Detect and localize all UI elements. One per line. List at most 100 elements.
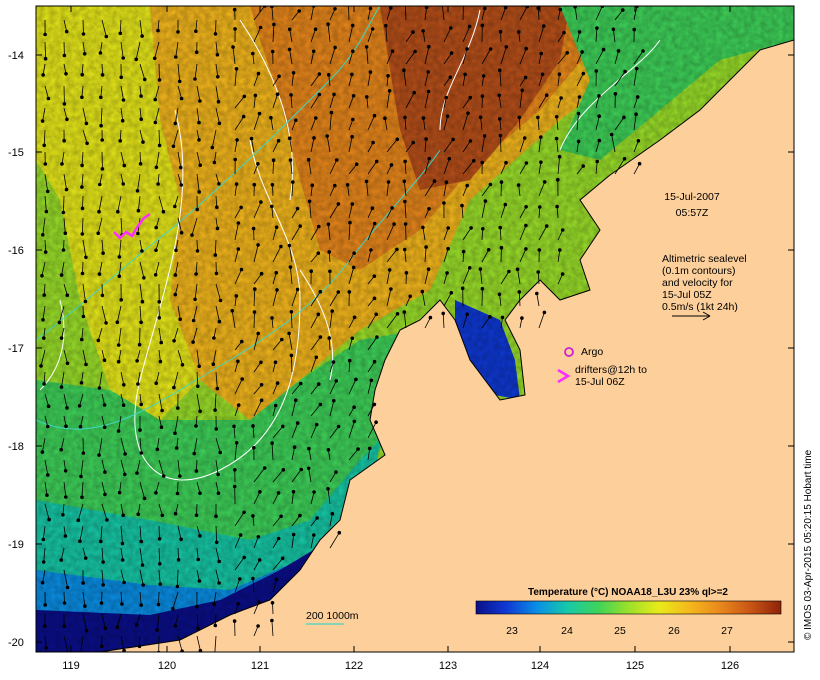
velocity-arrowhead xyxy=(488,314,492,319)
velocity-arrowhead xyxy=(347,1,350,4)
velocity-arrow xyxy=(329,47,336,65)
velocity-arrowhead xyxy=(368,70,373,74)
velocity-arrow xyxy=(595,161,598,175)
lon-tick: 126 xyxy=(721,6,739,672)
lat-label: -20 xyxy=(8,637,24,649)
velocity-arrowhead xyxy=(336,290,341,294)
velocity-arrow xyxy=(63,19,68,32)
velocity-arrowhead xyxy=(560,228,565,232)
velocity-arrowhead xyxy=(297,9,302,13)
velocity-arrowhead xyxy=(442,201,446,205)
velocity-arrow xyxy=(177,305,181,320)
velocity-arrowhead xyxy=(236,359,240,364)
velocity-arrowhead xyxy=(370,206,375,211)
altimetry-line: Altimetric sealevel xyxy=(662,253,747,265)
velocity-arrowhead xyxy=(42,293,46,297)
velocity-arrow xyxy=(139,107,142,120)
velocity-arrowhead xyxy=(272,22,276,27)
velocity-arrowhead xyxy=(270,49,275,54)
velocity-arrow xyxy=(611,134,616,153)
velocity-arrowhead xyxy=(98,51,103,55)
velocity-arrowhead xyxy=(234,67,239,71)
velocity-arrowhead xyxy=(347,290,352,294)
velocity-arrowhead xyxy=(43,56,48,61)
lon-tick: 122 xyxy=(345,6,363,672)
velocity-arrow xyxy=(120,503,124,516)
velocity-arrow xyxy=(82,349,87,365)
velocity-arrow xyxy=(421,291,426,307)
velocity-arrow xyxy=(196,173,200,192)
velocity-arrow xyxy=(139,305,142,323)
velocity-arrow xyxy=(272,246,282,263)
velocity-arrowhead xyxy=(78,539,82,543)
velocity-arrow xyxy=(100,41,103,53)
velocity-arrowhead xyxy=(40,273,44,278)
lat-tick: -15 xyxy=(8,147,794,159)
velocity-arrowhead xyxy=(356,447,360,451)
velocity-arrow xyxy=(614,71,626,87)
velocity-arrowhead xyxy=(196,384,200,389)
velocity-arrowhead xyxy=(252,310,257,314)
velocity-arrow xyxy=(348,51,354,65)
velocity-arrow xyxy=(272,24,275,43)
velocity-arrowhead xyxy=(500,315,505,320)
velocity-arrowhead xyxy=(99,123,103,128)
velocity-arrowhead xyxy=(330,309,335,313)
velocity-arrowhead xyxy=(404,2,407,5)
velocity-arrowhead xyxy=(465,47,469,51)
velocity-arrow xyxy=(367,448,371,461)
velocity-arrow xyxy=(310,117,317,131)
velocity-arrowhead xyxy=(45,493,49,498)
velocity-arrowhead xyxy=(354,162,359,167)
velocity-arrow xyxy=(538,225,548,241)
velocity-arrow xyxy=(424,180,435,197)
velocity-arrowhead xyxy=(345,183,350,187)
velocity-arrow xyxy=(614,9,624,21)
velocity-arrow xyxy=(633,68,638,87)
velocity-arrowhead xyxy=(352,405,356,410)
altimetry-line: and velocity for xyxy=(662,277,733,289)
velocity-arrow xyxy=(139,437,142,454)
velocity-arrow xyxy=(253,73,259,87)
velocity-arrowhead xyxy=(173,204,177,209)
velocity-arrow xyxy=(288,333,293,351)
velocity-arrowhead xyxy=(351,265,356,270)
velocity-arrowhead xyxy=(105,518,109,522)
timestamp-time: 05:57Z xyxy=(676,207,709,219)
velocity-arrow xyxy=(329,94,335,109)
velocity-arrow xyxy=(177,547,179,560)
velocity-arrowhead xyxy=(451,137,455,142)
velocity-arrowhead xyxy=(326,73,331,77)
velocity-arrow xyxy=(234,207,242,219)
velocity-arrowhead xyxy=(332,183,337,188)
velocity-arrowhead xyxy=(372,296,377,301)
velocity-arrow xyxy=(481,249,490,263)
velocity-arrow xyxy=(329,8,336,21)
velocity-arrowhead xyxy=(216,75,220,79)
velocity-arrow xyxy=(253,95,256,109)
velocity-arrow xyxy=(63,283,68,296)
velocity-arrowhead xyxy=(421,29,425,33)
velocity-arrow xyxy=(442,313,445,329)
velocity-arrow xyxy=(633,140,639,153)
velocity-arrowhead xyxy=(636,139,641,143)
velocity-arrow xyxy=(386,207,393,219)
velocity-arrowhead xyxy=(350,117,355,122)
velocity-arrowhead xyxy=(119,75,123,80)
velocity-arrowhead xyxy=(536,115,540,120)
velocity-arrow xyxy=(234,341,243,351)
velocity-arrowhead xyxy=(239,267,244,272)
velocity-arrowhead xyxy=(173,431,177,436)
velocity-arrowhead xyxy=(497,68,502,72)
velocity-arrow xyxy=(42,305,46,320)
velocity-arrowhead xyxy=(142,496,147,501)
velocity-arrow xyxy=(367,28,373,43)
velocity-arrowhead xyxy=(483,199,488,203)
velocity-arrowhead xyxy=(597,138,602,143)
velocity-arrowhead xyxy=(152,56,157,61)
velocity-arrowhead xyxy=(154,490,158,495)
velocity-arrow xyxy=(82,129,88,144)
velocity-arrow xyxy=(158,503,163,516)
velocity-arrowhead xyxy=(63,534,68,538)
velocity-arrow xyxy=(386,139,398,153)
